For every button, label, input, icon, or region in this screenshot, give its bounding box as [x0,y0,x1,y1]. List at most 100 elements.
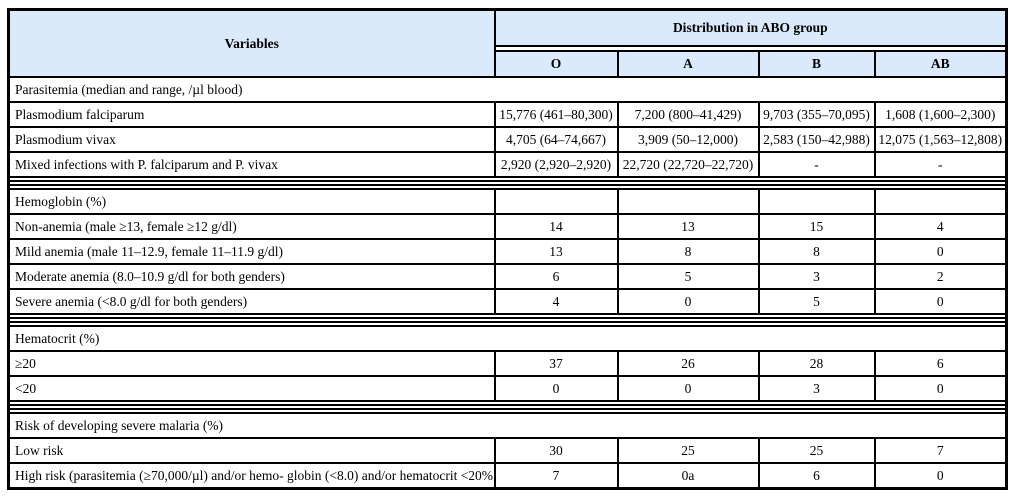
section-title-row: Parasitemia (median and range, /µl blood… [7,76,1008,103]
double-line [10,317,1005,323]
value-cell: 9,703 (355–70,095) [757,101,876,128]
header-separator-row [9,45,1008,52]
value-cell: 4 [493,288,619,315]
double-line [10,404,1005,410]
value-cell: 7 [873,437,1008,464]
column-header-a: A [616,50,760,78]
section-title-row: Hemoglobin (%) [7,188,1008,215]
table-row: Mild anemia (male 11–12.9, female 11–11.… [7,238,1008,265]
value-cell: 25 [757,437,876,464]
section-title: Hematocrit (%) [7,325,1008,352]
value-cell: 30 [493,437,619,464]
value-cell: 0 [616,288,760,315]
value-cell: 8 [616,238,760,265]
value-cell: 12,075 (1,563–12,808) [873,126,1008,153]
empty-value-cell [873,188,1008,215]
empty-value-cell [757,188,876,215]
value-cell: 26 [616,350,760,377]
value-cell: 3 [757,375,876,402]
value-cell: 2,583 (150–42,988) [757,126,876,153]
table-row: Mixed infections with P. falciparum and … [7,151,1008,178]
column-header-o: O [493,50,619,78]
table-row: ≥20 37 26 28 6 [7,350,1008,377]
value-cell: 13 [616,213,760,240]
row-label: Non-anemia (male ≥13, female ≥12 g/dl) [7,213,496,240]
value-cell: 3,909 (50–12,000) [616,126,760,153]
section-double-line-separator [7,176,1008,190]
value-cell: 14 [493,213,619,240]
table-row: Plasmodium falciparum 15,776 (461–80,300)… [7,101,1008,128]
header-row-top: Variables Distribution in ABO group [7,8,1008,78]
table-row: Non-anemia (male ≥13, female ≥12 g/dl) 14… [7,213,1008,240]
row-label: Mild anemia (male 11–12.9, female 11–11.… [7,238,496,265]
value-cell: 4,705 (64–74,667) [493,126,619,153]
row-label: <20 [7,375,496,402]
abo-table-wrapper: Variables Distribution in ABO group O A … [7,8,1009,490]
column-header-b: B [757,50,876,78]
value-cell: 8 [757,238,876,265]
row-label: High risk (parasitemia (≥70,000/µl) and/… [7,462,496,490]
value-cell: 13 [493,238,619,265]
header-double-line-separator [493,45,1008,52]
row-label: Moderate anemia (8.0–10.9 g/dl for both … [7,263,496,290]
value-cell: 2 [873,263,1008,290]
value-cell: 6 [493,263,619,290]
row-label: Mixed infections with P. falciparum and … [7,151,496,178]
header-row-columns: O A B AB [9,50,1008,78]
section-separator-row [7,400,1008,414]
value-cell: 7 [493,462,619,490]
value-cell: 15,776 (461–80,300) [493,101,619,128]
section-title: Hemoglobin (%) [7,188,496,215]
row-label: Severe anemia (<8.0 g/dl for both gender… [7,288,496,315]
value-cell: 0 [873,288,1008,315]
value-cell: 2,920 (2,920–2,920) [493,151,619,178]
section-title-row: Hematocrit (%) [7,325,1008,352]
value-cell: - [873,151,1008,178]
row-label: ≥20 [7,350,496,377]
value-cell: 0 [873,238,1008,265]
value-cell: 0 [873,462,1008,490]
section-separator-row [7,176,1008,190]
section-separator-row [7,313,1008,327]
value-cell: 0 [616,375,760,402]
table-row: Moderate anemia (8.0–10.9 g/dl for both … [7,263,1008,290]
table-header: Variables Distribution in ABO group O A … [7,8,1008,78]
value-cell: 3 [757,263,876,290]
section-title: Risk of developing severe malaria (%) [7,412,1008,439]
table-row: Severe anemia (<8.0 g/dl for both gender… [7,288,1008,315]
abo-distribution-table: Variables Distribution in ABO group O A … [7,8,1009,490]
value-cell: 6 [757,462,876,490]
column-header-ab: AB [873,50,1008,78]
value-cell: 28 [757,350,876,377]
value-cell: 22,720 (22,720–22,720) [616,151,760,178]
table-row: Plasmodium vivax 4,705 (64–74,667) 3,909 (… [7,126,1008,153]
section-title-row: Risk of developing severe malaria (%) [7,412,1008,439]
value-cell: 0 [493,375,619,402]
empty-value-cell [616,188,760,215]
table-row: <20 0 0 3 0 [7,375,1008,402]
table-body: Parasitemia (median and range, /µl blood… [7,76,1008,490]
value-cell: 7,200 (800–41,429) [616,101,760,128]
value-cell: 5 [616,263,760,290]
empty-value-cell [493,188,619,215]
table-row: Low risk 30 25 25 7 [7,437,1008,464]
section-title: Parasitemia (median and range, /µl blood… [7,76,1008,103]
value-cell: 25 [616,437,760,464]
value-cell: 5 [757,288,876,315]
abo-group-header: Distribution in ABO group [493,8,1008,47]
table-row: High risk (parasitemia (≥70,000/µl) and/… [7,462,1008,490]
value-cell: - [757,151,876,178]
value-cell: 37 [493,350,619,377]
row-label: Plasmodium vivax [7,126,496,153]
double-line [10,180,1005,186]
value-cell: 4 [873,213,1008,240]
section-double-line-separator [7,313,1008,327]
value-cell: 15 [757,213,876,240]
section-double-line-separator [7,400,1008,414]
variables-column-header: Variables [7,8,496,78]
row-label: Plasmodium falciparum [7,101,496,128]
value-cell: 6 [873,350,1008,377]
row-label: Low risk [7,437,496,464]
value-cell: 0 [873,375,1008,402]
